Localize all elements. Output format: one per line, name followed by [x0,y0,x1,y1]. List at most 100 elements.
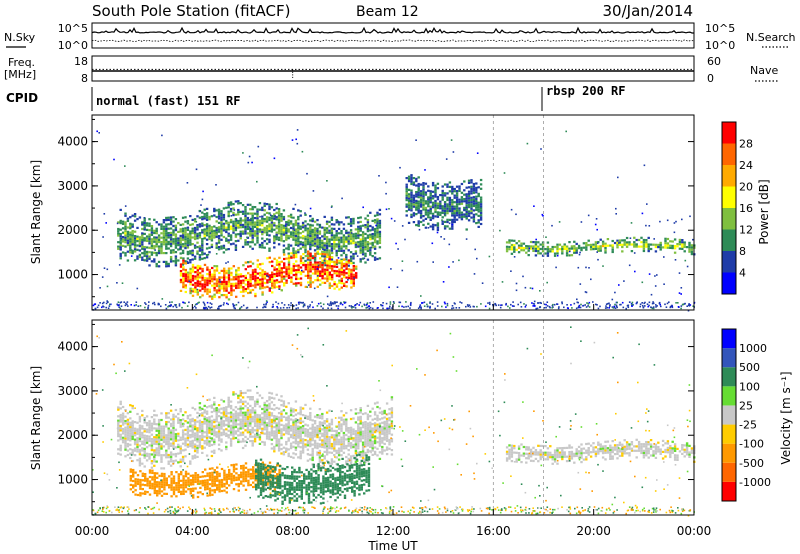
heatmap-speckle [680,307,682,310]
heatmap-cell [153,436,156,439]
heatmap-cell [309,281,312,284]
heatmap-speckle [663,256,665,258]
heatmap-cell [369,238,372,241]
heatmap-cell [299,428,302,431]
heatmap-cell [277,412,281,415]
heatmap-cell [177,237,180,240]
heatmap-cell [366,221,370,224]
heatmap-cell [467,212,471,215]
heatmap-cell [196,275,199,278]
heatmap-cell [333,447,336,450]
heatmap-cell [415,213,418,216]
heatmap-cell [184,428,187,431]
heatmap-cell [210,450,214,453]
heatmap-cell [323,235,326,238]
heatmap-cell [431,217,435,220]
heatmap-cell [237,434,240,437]
heatmap-cell [229,234,233,237]
heatmap-cell [340,423,343,426]
heatmap-cell [434,186,437,189]
heatmap-cell [150,225,154,228]
heatmap-cell [155,447,158,450]
heatmap-cell [213,295,216,298]
heatmap-cell [263,421,266,424]
heatmap-cell [237,213,240,216]
heatmap-speckle [608,302,610,305]
heatmap-cell [465,204,468,207]
heatmap-cell [143,250,146,253]
heatmap-cell [328,267,331,270]
heatmap-speckle [409,304,412,307]
heatmap-cell [227,212,230,215]
heatmap-cell [174,242,178,245]
heatmap-cell [326,253,329,256]
heatmap-cell [208,237,211,241]
heatmap-cell [256,281,259,284]
heatmap-cell [244,444,247,447]
heatmap-speckle [484,305,487,308]
heatmap-cell [182,268,185,271]
heatmap-cell [234,421,238,424]
heatmap-cell [222,424,226,427]
heatmap-cell [157,423,161,426]
heatmap-cell [263,202,266,205]
heatmap-speckle [385,181,387,184]
heatmap-cell [268,223,271,226]
heatmap-cell [277,418,281,421]
heatmap-cell [196,416,199,419]
heatmap-cell [376,240,379,243]
heatmap-cell [323,255,326,258]
heatmap-cell [256,265,259,269]
heatmap-cell [268,274,271,277]
heatmap-cell [343,269,346,272]
heatmap-cell [448,205,452,208]
heatmap-cell [410,213,413,216]
heatmap-cell [331,273,334,277]
heatmap-cell [345,247,348,250]
heatmap-cell [282,426,286,429]
heatmap-cell [556,252,559,255]
heatmap-cell [249,398,252,401]
heatmap-cell [306,417,310,420]
heatmap-cell [172,444,175,447]
heatmap-cell [196,228,199,231]
heatmap-cell [234,213,238,216]
heatmap-cell [301,442,305,445]
heatmap-cell [119,429,122,432]
heatmap-cell [165,230,168,233]
heatmap-cell [309,223,312,226]
heatmap-speckle [656,274,658,276]
heatmap-cell [287,437,290,440]
heatmap-cell [529,245,533,248]
heatmap-cell [157,252,161,255]
heatmap-cell [259,278,262,281]
heatmap-cell [172,224,175,228]
heatmap-cell [174,408,178,412]
heatmap-speckle [121,282,124,284]
heatmap-cell [218,291,221,294]
heatmap-cell [157,425,161,428]
heatmap-cell [311,220,314,223]
heatmap-cell [410,209,413,212]
heatmap-cell [184,260,187,263]
heatmap-cell [299,426,302,429]
heatmap-cell [321,239,324,242]
heatmap-cell [570,247,574,250]
heatmap-cell [153,251,156,254]
heatmap-cell [131,223,134,226]
heatmap-cell [330,234,334,237]
heatmap-cell [155,236,158,239]
heatmap-cell [251,431,254,434]
heatmap-cell [309,270,312,273]
heatmap-cell [126,438,130,441]
heatmap-cell [124,426,127,429]
heatmap-speckle [536,307,539,310]
heatmap-cell [225,412,228,415]
heatmap-cell [446,218,449,221]
heatmap-cell [206,277,209,280]
heatmap-cell [155,436,158,439]
heatmap-cell [167,431,170,435]
heatmap-cell [160,418,163,422]
heatmap-cell [239,390,242,393]
heatmap-cell [422,208,425,211]
